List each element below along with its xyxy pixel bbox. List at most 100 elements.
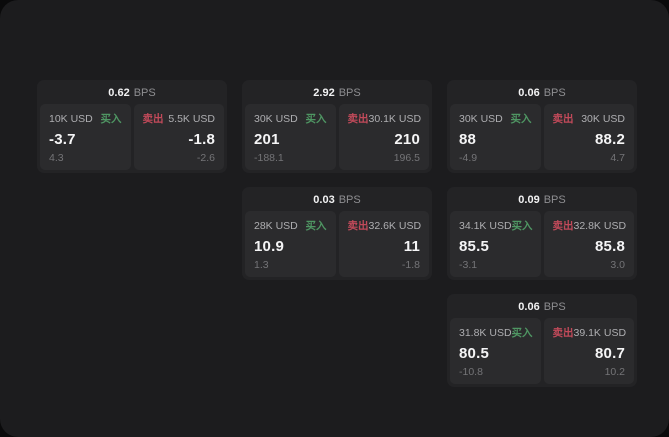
sell-price: 85.8 bbox=[595, 237, 625, 255]
sell-price: 210 bbox=[394, 130, 420, 148]
sell-delta: 196.5 bbox=[393, 152, 420, 164]
buy-quote-panel[interactable]: 31.8K USD 买入 80.5 -10.8 bbox=[450, 318, 541, 384]
sell-quote-panel[interactable]: 卖出 5.5K USD -1.8 -2.6 bbox=[133, 104, 224, 170]
quote-panels: 10K USD 买入 -3.7 4.3 卖出 5.5K USD -1.8 -2.… bbox=[40, 104, 224, 170]
buy-panel-header: 30K USD 买入 bbox=[459, 111, 532, 126]
sell-panel-header: 卖出 5.5K USD bbox=[143, 111, 216, 126]
sell-side-label: 卖出 bbox=[552, 220, 574, 232]
sell-panel-header: 卖出 39.1K USD bbox=[553, 325, 627, 340]
sell-delta: -2.6 bbox=[196, 152, 215, 164]
bps-unit-label: BPS bbox=[543, 301, 566, 313]
buy-side-label: 买入 bbox=[100, 113, 122, 125]
quote-card: 2.92 BPS 30K USD 买入 201 -188.1 卖出 30.1K … bbox=[242, 80, 432, 173]
bps-unit-label: BPS bbox=[338, 87, 361, 99]
quote-card: 0.09 BPS 34.1K USD 买入 85.5 -3.1 卖出 32.8K… bbox=[447, 187, 637, 280]
quote-card: 0.62 BPS 10K USD 买入 -3.7 4.3 卖出 5.5K USD… bbox=[37, 80, 227, 173]
buy-price: -3.7 bbox=[49, 130, 76, 148]
buy-delta: -4.9 bbox=[459, 152, 478, 164]
quote-card: 0.06 BPS 30K USD 买入 88 -4.9 卖出 30K USD 8… bbox=[447, 80, 637, 173]
buy-side-label: 买入 bbox=[511, 327, 533, 339]
bps-value: 0.06 bbox=[518, 87, 540, 99]
sell-side-label: 卖出 bbox=[552, 113, 574, 125]
bps-value: 0.62 bbox=[108, 87, 130, 99]
sell-price: 11 bbox=[403, 237, 420, 255]
buy-price: 88 bbox=[459, 130, 477, 148]
buy-price: 80.5 bbox=[459, 344, 489, 362]
quote-panels: 31.8K USD 买入 80.5 -10.8 卖出 39.1K USD 80.… bbox=[450, 318, 634, 384]
buy-quote-panel[interactable]: 30K USD 买入 88 -4.9 bbox=[450, 104, 541, 170]
sell-delta: 10.2 bbox=[604, 366, 625, 378]
bps-value: 0.03 bbox=[313, 194, 335, 206]
buy-delta: 4.3 bbox=[49, 152, 64, 164]
buy-quote-panel[interactable]: 28K USD 买入 10.9 1.3 bbox=[245, 211, 336, 277]
bps-value: 0.06 bbox=[518, 301, 540, 313]
bps-unit-label: BPS bbox=[338, 194, 361, 206]
sell-panel-header: 卖出 30K USD bbox=[553, 111, 626, 126]
sell-side-label: 卖出 bbox=[347, 220, 369, 232]
buy-side-label: 买入 bbox=[305, 220, 327, 232]
buy-delta: 1.3 bbox=[254, 259, 269, 271]
sell-amount: 30.1K USD bbox=[368, 112, 422, 125]
quote-panels: 34.1K USD 买入 85.5 -3.1 卖出 32.8K USD 85.8… bbox=[450, 211, 634, 277]
buy-panel-header: 31.8K USD 买入 bbox=[459, 325, 533, 340]
sell-price: 80.7 bbox=[595, 344, 625, 362]
buy-price: 10.9 bbox=[254, 237, 284, 255]
buy-delta: -10.8 bbox=[459, 366, 483, 378]
bps-value: 0.09 bbox=[518, 194, 540, 206]
quote-panels: 28K USD 买入 10.9 1.3 卖出 32.6K USD 11 -1.8 bbox=[245, 211, 429, 277]
quote-card: 0.06 BPS 31.8K USD 买入 80.5 -10.8 卖出 39.1… bbox=[447, 294, 637, 387]
quote-panels: 30K USD 买入 201 -188.1 卖出 30.1K USD 210 1… bbox=[245, 104, 429, 170]
sell-amount: 5.5K USD bbox=[168, 112, 215, 125]
sell-side-label: 卖出 bbox=[142, 113, 164, 125]
sell-side-label: 卖出 bbox=[347, 113, 369, 125]
buy-side-label: 买入 bbox=[511, 220, 533, 232]
sell-price: 88.2 bbox=[595, 130, 625, 148]
bps-header: 0.62 BPS bbox=[40, 83, 224, 104]
buy-panel-header: 34.1K USD 买入 bbox=[459, 218, 533, 233]
buy-price: 201 bbox=[254, 130, 280, 148]
sell-amount: 39.1K USD bbox=[573, 326, 627, 339]
buy-amount: 31.8K USD bbox=[459, 326, 512, 339]
sell-panel-header: 卖出 30.1K USD bbox=[347, 111, 422, 126]
buy-panel-header: 28K USD 买入 bbox=[254, 218, 327, 233]
buy-price: 85.5 bbox=[459, 237, 489, 255]
sell-panel-header: 卖出 32.8K USD bbox=[552, 218, 627, 233]
sell-delta: 3.0 bbox=[610, 259, 625, 271]
sell-quote-panel[interactable]: 卖出 39.1K USD 80.7 10.2 bbox=[543, 318, 634, 384]
buy-amount: 34.1K USD bbox=[459, 219, 512, 232]
bps-unit-label: BPS bbox=[543, 87, 566, 99]
sell-quote-panel[interactable]: 卖出 32.6K USD 11 -1.8 bbox=[338, 211, 429, 277]
sell-delta: 4.7 bbox=[610, 152, 625, 164]
quote-card: 0.03 BPS 28K USD 买入 10.9 1.3 卖出 32.6K US… bbox=[242, 187, 432, 280]
sell-quote-panel[interactable]: 卖出 30.1K USD 210 196.5 bbox=[338, 104, 429, 170]
bps-header: 0.06 BPS bbox=[450, 83, 634, 104]
bps-unit-label: BPS bbox=[543, 194, 566, 206]
buy-quote-panel[interactable]: 30K USD 买入 201 -188.1 bbox=[245, 104, 336, 170]
sell-panel-header: 卖出 32.6K USD bbox=[347, 218, 422, 233]
buy-panel-header: 30K USD 买入 bbox=[254, 111, 327, 126]
cards-grid: 0.62 BPS 10K USD 买入 -3.7 4.3 卖出 5.5K USD… bbox=[37, 80, 637, 387]
sell-price: -1.8 bbox=[188, 130, 215, 148]
buy-delta: -188.1 bbox=[254, 152, 284, 164]
buy-amount: 28K USD bbox=[254, 219, 298, 232]
buy-side-label: 买入 bbox=[305, 113, 327, 125]
sell-amount: 32.8K USD bbox=[573, 219, 627, 232]
buy-side-label: 买入 bbox=[510, 113, 532, 125]
bps-header: 0.09 BPS bbox=[450, 190, 634, 211]
sell-amount: 32.6K USD bbox=[368, 219, 422, 232]
bps-unit-label: BPS bbox=[133, 87, 156, 99]
bps-header: 0.06 BPS bbox=[450, 297, 634, 318]
buy-amount: 30K USD bbox=[254, 112, 298, 125]
sell-quote-panel[interactable]: 卖出 32.8K USD 85.8 3.0 bbox=[543, 211, 634, 277]
buy-quote-panel[interactable]: 34.1K USD 买入 85.5 -3.1 bbox=[450, 211, 541, 277]
bps-header: 0.03 BPS bbox=[245, 190, 429, 211]
buy-amount: 30K USD bbox=[459, 112, 503, 125]
sell-quote-panel[interactable]: 卖出 30K USD 88.2 4.7 bbox=[543, 104, 634, 170]
sell-delta: -1.8 bbox=[401, 259, 420, 271]
buy-quote-panel[interactable]: 10K USD 买入 -3.7 4.3 bbox=[40, 104, 131, 170]
sell-amount: 30K USD bbox=[581, 112, 625, 125]
quote-panels: 30K USD 买入 88 -4.9 卖出 30K USD 88.2 4.7 bbox=[450, 104, 634, 170]
buy-delta: -3.1 bbox=[459, 259, 478, 271]
bps-value: 2.92 bbox=[313, 87, 335, 99]
